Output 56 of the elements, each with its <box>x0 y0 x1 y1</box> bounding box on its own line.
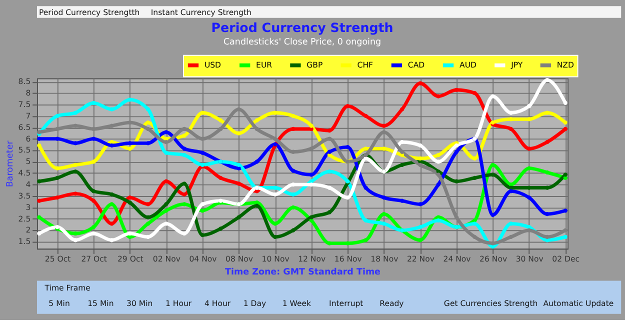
text: Ready <box>380 299 404 308</box>
text: Automatic Update <box>543 299 614 308</box>
y-tick-label: 1.5 <box>18 237 31 246</box>
chart-title: Period Currency Strength <box>211 20 394 36</box>
x-tick-label: 26 Nov <box>480 254 508 264</box>
text: 1 Week <box>282 299 312 308</box>
chart-subtitle: Candlesticks' Close Price, 0 ongoing <box>223 38 382 48</box>
x-tick-label: 18 Nov <box>370 254 399 264</box>
y-tick-label: 2 <box>26 226 31 235</box>
y-tick-label: 5 <box>26 157 31 166</box>
x-tick-label: 12 Nov <box>298 254 326 264</box>
legend-label: GBP <box>306 60 324 70</box>
x-tick-label: 02 Dec <box>552 254 580 264</box>
y-tick-label: 4 <box>26 180 31 189</box>
text: 5 Min <box>48 299 70 308</box>
x-tick-label: 02 Nov <box>152 254 181 264</box>
y-tick-label: 5.5 <box>18 146 31 155</box>
x-tick-label: 22 Nov <box>406 254 435 264</box>
y-tick-label: 6.5 <box>18 122 31 132</box>
legend-label: EUR <box>256 60 273 70</box>
x-tick-label: 29 Oct <box>117 254 144 264</box>
x-tick-label: 16 Nov <box>334 254 362 264</box>
text: Get Currencies Strength <box>444 299 538 308</box>
x-tick-label: 24 Nov <box>443 254 472 264</box>
y-tick-label: 6 <box>26 134 31 144</box>
text: Period Currency Strengtth <box>38 8 140 17</box>
text: 1 Hour <box>166 299 192 308</box>
text: 4 Hour <box>204 299 232 308</box>
legend-label: CHF <box>357 60 374 70</box>
x-tick-label: 08 Nov <box>226 254 254 264</box>
x-tick-label: 04 Nov <box>189 254 218 264</box>
text: Instant Currency Strength <box>150 8 252 17</box>
x-tick-label: 30 Nov <box>516 254 544 264</box>
text: 30 Min <box>126 299 153 308</box>
x-tick-label: 25 Oct <box>44 254 71 264</box>
y-tick-label: 7 <box>26 111 31 120</box>
y-tick-label: 2.5 <box>18 214 31 224</box>
y-tick-label: 4.5 <box>18 168 31 178</box>
y-tick-label: 8.5 <box>18 77 31 86</box>
text: Interrupt <box>329 299 364 308</box>
x-tick-label: 10 Nov <box>262 254 290 264</box>
legend-label: USD <box>204 60 222 70</box>
text: 1 Day <box>243 299 267 308</box>
text: Time Frame <box>44 283 91 292</box>
x-axis-title: Time Zone: GMT Standard Time <box>225 267 381 278</box>
legend-label: NZD <box>556 60 574 70</box>
y-tick-label: 7.5 <box>18 100 31 109</box>
text: 15 Min <box>88 299 114 308</box>
y-axis-title: Barometer <box>5 140 16 188</box>
legend-label: CAD <box>408 60 425 70</box>
y-tick-label: 8 <box>26 88 31 98</box>
y-tick-label: 3 <box>26 202 31 212</box>
x-tick-label: 27 Oct <box>81 254 107 264</box>
y-tick-label: 3.5 <box>18 191 31 200</box>
legend-label: AUD <box>460 60 476 70</box>
legend-label: JPY <box>510 60 523 70</box>
